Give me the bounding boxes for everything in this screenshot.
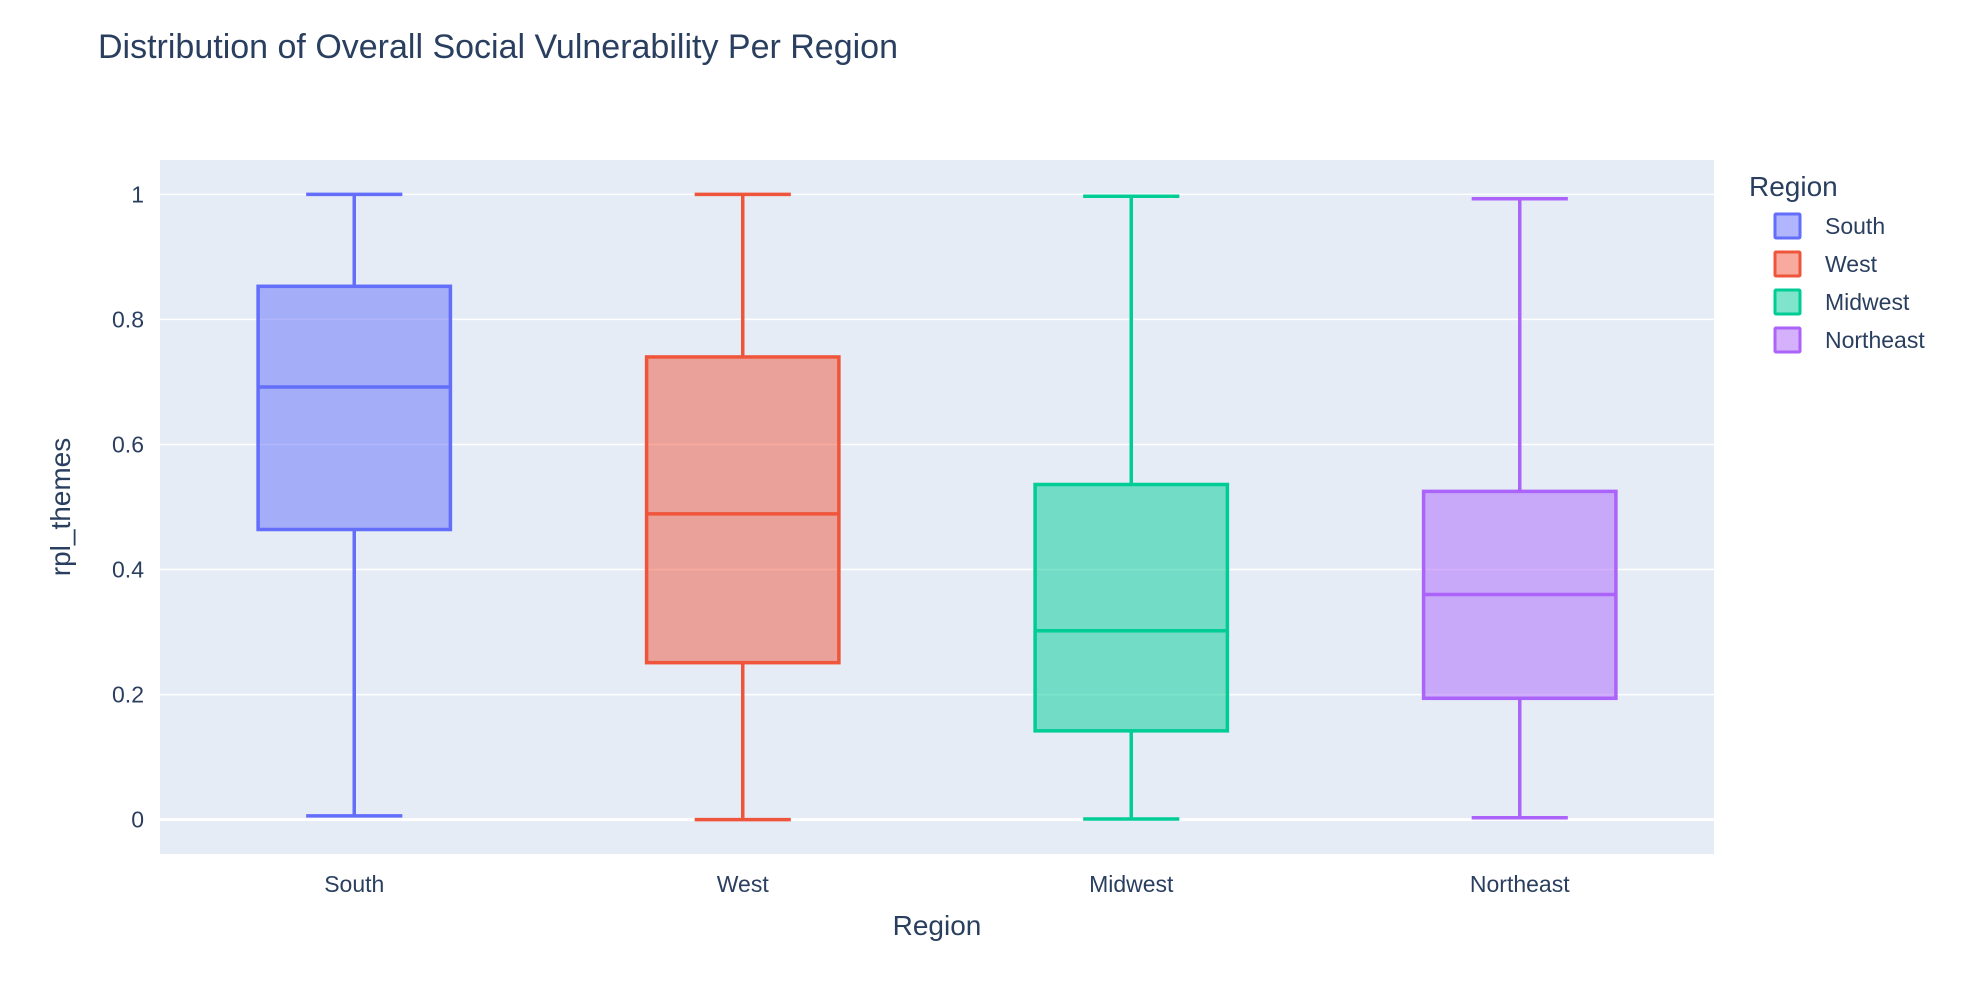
x-tick-label-midwest: Midwest — [1089, 871, 1174, 897]
x-axis-ticks: South West Midwest Northeast — [324, 871, 1570, 897]
legend-item-northeast[interactable]: Northeast — [1773, 326, 1925, 354]
boxes — [256, 192, 1618, 822]
box-south[interactable] — [256, 192, 453, 818]
y-axis-ticks: 0 0.2 0.4 0.6 0.8 1 — [112, 181, 144, 832]
y-tick-label-5: 1 — [131, 181, 144, 207]
legend-swatch-west — [1773, 250, 1802, 278]
x-axis-title: Region — [893, 910, 982, 941]
chart-title: Distribution of Overall Social Vulnerabi… — [98, 28, 898, 66]
y-tick-label-2: 0.4 — [112, 557, 144, 583]
legend-item-midwest[interactable]: Midwest — [1773, 288, 1910, 316]
box-body-south — [256, 284, 453, 532]
legend-label-west: West — [1825, 251, 1878, 277]
legend[interactable]: South West Midwest Northeast — [1773, 212, 1925, 354]
y-tick-label-0: 0 — [131, 807, 144, 833]
box-body-midwest — [1033, 482, 1230, 733]
x-tick-label-northeast: Northeast — [1470, 871, 1570, 897]
legend-label-northeast: Northeast — [1825, 327, 1925, 353]
box-northeast[interactable] — [1421, 197, 1618, 820]
box-west[interactable] — [644, 192, 841, 822]
x-tick-label-south: South — [324, 871, 384, 897]
y-tick-label-4: 0.8 — [112, 306, 144, 332]
legend-swatch-northeast — [1773, 326, 1802, 354]
legend-label-south: South — [1825, 213, 1885, 239]
x-tick-label-west: West — [717, 871, 770, 897]
legend-item-south[interactable]: South — [1773, 212, 1885, 240]
legend-swatch-south — [1773, 212, 1802, 240]
legend-title: Region — [1749, 171, 1838, 202]
legend-swatch-midwest — [1773, 288, 1802, 316]
y-tick-label-1: 0.2 — [112, 682, 144, 708]
y-axis-title: rpl_themes — [45, 438, 76, 577]
legend-label-midwest: Midwest — [1825, 289, 1910, 315]
box-body-west — [644, 355, 841, 665]
box-midwest[interactable] — [1033, 194, 1230, 821]
y-tick-label-3: 0.6 — [112, 431, 144, 457]
legend-item-west[interactable]: West — [1773, 250, 1878, 278]
